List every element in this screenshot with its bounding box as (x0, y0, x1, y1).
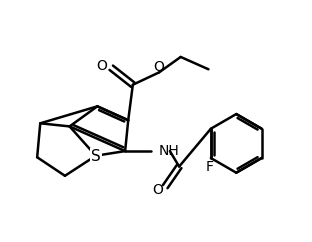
Text: O: O (96, 59, 107, 73)
Text: O: O (152, 183, 163, 197)
Text: S: S (91, 149, 101, 164)
Text: NH: NH (159, 144, 180, 158)
Text: F: F (205, 160, 213, 174)
Text: O: O (154, 60, 164, 74)
